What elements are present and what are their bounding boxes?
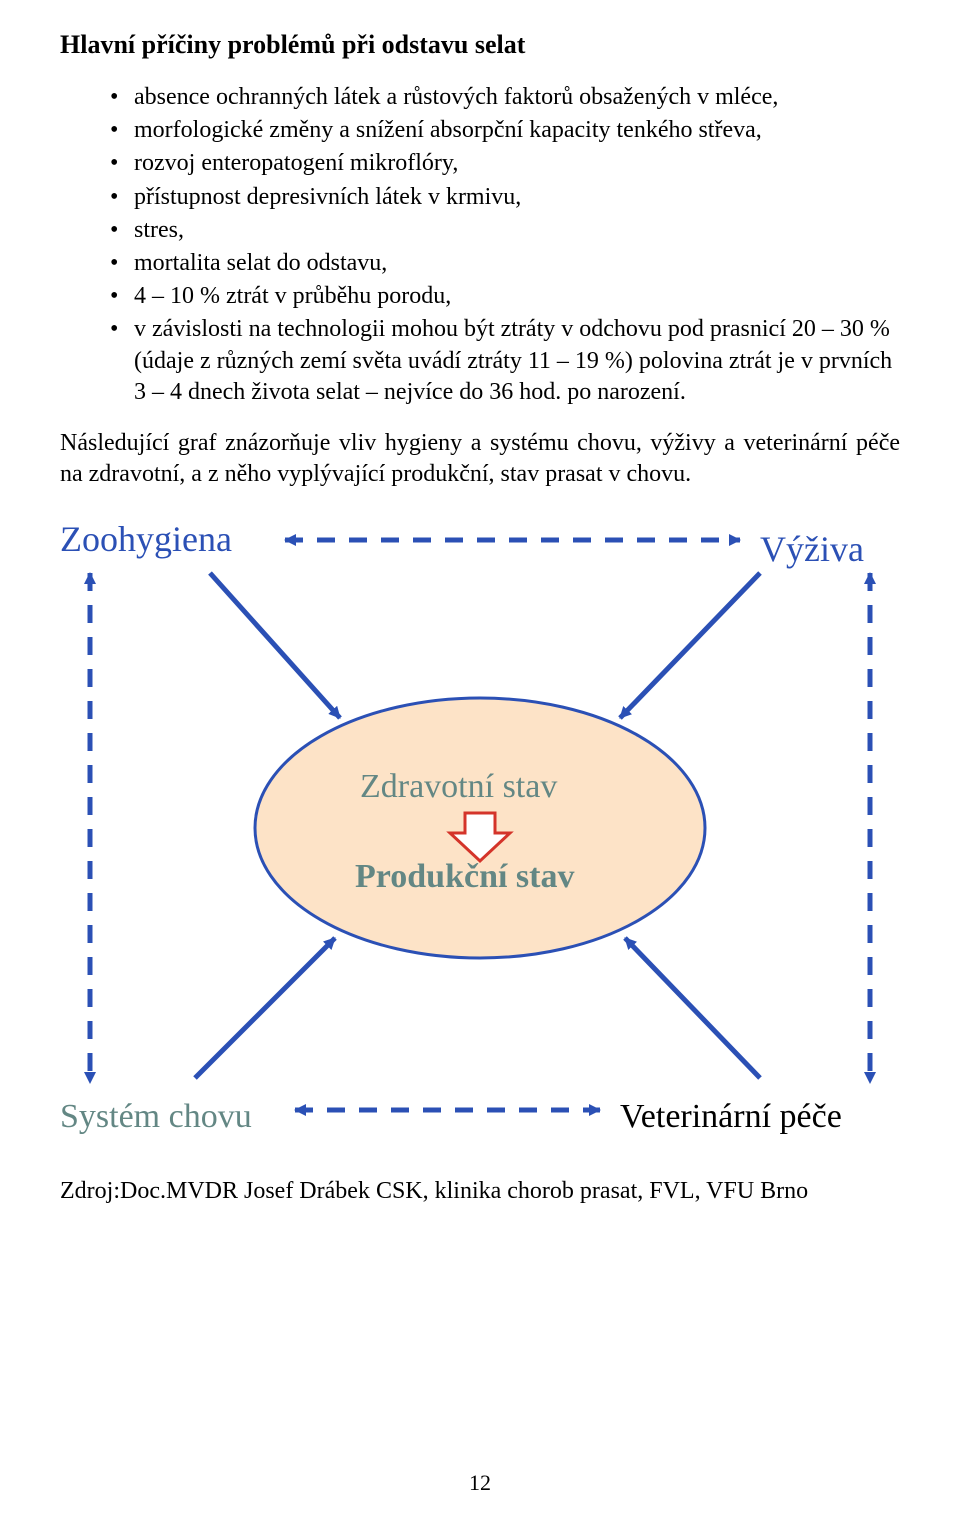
solid-arrow: [210, 573, 340, 718]
solid-arrow: [195, 938, 335, 1078]
diagram-svg: [60, 518, 900, 1138]
list-item: v závislosti na technologii mohou být zt…: [110, 314, 900, 408]
page-title: Hlavní příčiny problémů při odstavu sela…: [60, 30, 900, 60]
list-item: přístupnost depresivních látek v krmivu,: [110, 182, 900, 213]
list-item: rozvoj enteropatogení mikroflóry,: [110, 148, 900, 179]
page-number: 12: [0, 1470, 960, 1496]
influence-diagram: Zoohygiena Výživa Systém chovu Veterinár…: [60, 518, 900, 1138]
center-label-produkcni: Produkční stav: [355, 858, 574, 896]
node-vyziva: Výživa: [760, 528, 864, 570]
source-line: Zdroj:Doc.MVDR Josef Drábek CSK, klinika…: [60, 1178, 900, 1205]
solid-arrow: [620, 573, 760, 718]
center-label-zdravotni: Zdravotní stav: [360, 768, 557, 806]
list-item: stres,: [110, 215, 900, 246]
node-vet-pece: Veterinární péče: [620, 1098, 842, 1136]
list-item: mortalita selat do odstavu,: [110, 248, 900, 279]
bullet-list: absence ochranných látek a růstových fak…: [60, 82, 900, 408]
node-system-chovu: Systém chovu: [60, 1098, 252, 1136]
list-item: morfologické změny a snížení absorpční k…: [110, 115, 900, 146]
intro-paragraph: Následující graf znázorňuje vliv hygieny…: [60, 428, 900, 490]
solid-arrow: [625, 938, 760, 1078]
list-item: 4 – 10 % ztrát v průběhu porodu,: [110, 281, 900, 312]
page: Hlavní příčiny problémů při odstavu sela…: [0, 0, 960, 1514]
list-item: absence ochranných látek a růstových fak…: [110, 82, 900, 113]
node-zoohygiena: Zoohygiena: [60, 518, 232, 560]
